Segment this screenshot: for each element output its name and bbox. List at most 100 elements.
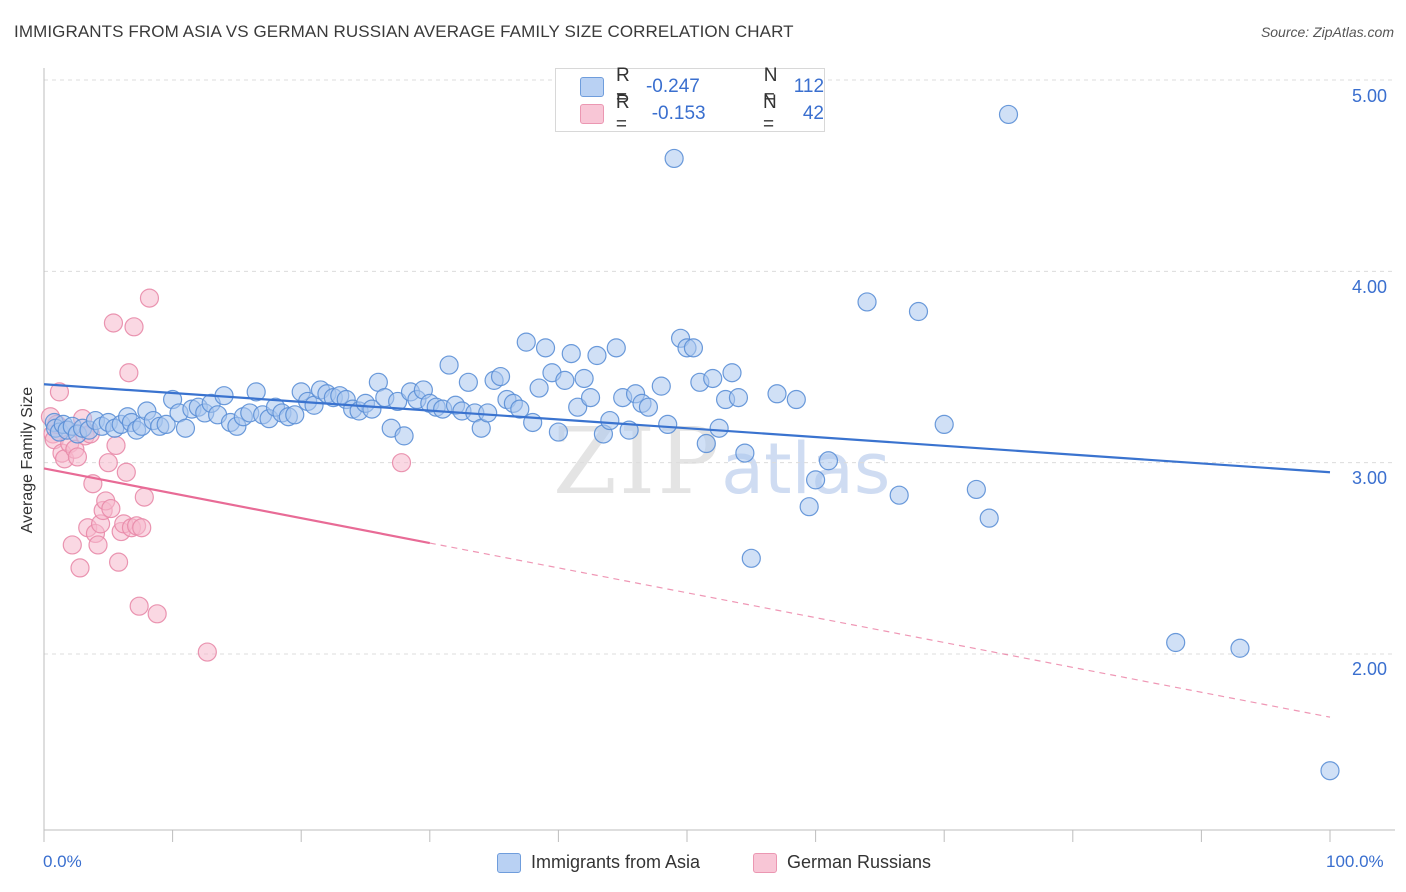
- legend-n-value: 42: [802, 103, 824, 124]
- asia-point: [805, 470, 826, 490]
- german-russian-trend-line: [43, 467, 431, 545]
- asia-point: [394, 426, 414, 446]
- asia-point: [889, 485, 909, 505]
- legend-row-german-russian: R = -0.153 N = 42: [580, 92, 824, 135]
- german-russian-point: [197, 642, 217, 662]
- asia-point: [580, 388, 601, 408]
- asia-point: [388, 391, 408, 412]
- x-tick-label-max: 100.0%: [1326, 852, 1384, 871]
- asia-point: [683, 338, 704, 358]
- german-russian-point: [106, 435, 126, 456]
- y-tick-label-4: 4.00: [1352, 277, 1388, 297]
- series-legend: Immigrants from Asia German Russians: [0, 852, 1406, 878]
- asia-point: [600, 410, 620, 431]
- asia-point: [651, 376, 671, 396]
- watermark-atlas: atlas: [721, 428, 891, 510]
- asia-point: [362, 399, 382, 419]
- asia-point: [696, 433, 716, 454]
- asia-point: [156, 414, 176, 434]
- asia-point: [735, 443, 755, 463]
- german-russian-point: [116, 462, 136, 482]
- y-axis-label: Average Family Size: [19, 386, 36, 534]
- asia-point: [722, 363, 742, 383]
- asia-trend-line: [43, 383, 1331, 474]
- asia-point: [439, 355, 459, 375]
- legend-r-label: R =: [615, 92, 630, 135]
- asia-point: [587, 345, 607, 366]
- y-tick-label-3: 3.00: [1352, 468, 1388, 488]
- german-russian-point: [70, 558, 90, 578]
- asia-point: [966, 479, 986, 500]
- asia-point: [548, 422, 569, 442]
- german-russian-point: [391, 453, 412, 473]
- german-russian-point: [147, 604, 167, 624]
- asia-point: [568, 397, 588, 417]
- german-russian-point: [124, 317, 144, 337]
- asia-point: [786, 389, 806, 410]
- legend-swatch-asia: [580, 77, 604, 97]
- asia-point: [998, 104, 1019, 125]
- legend-item-german-russian: German Russians: [753, 852, 931, 873]
- legend-swatch-asia: [497, 852, 521, 873]
- german-russian-point: [101, 498, 121, 519]
- chart-source: Source: ZipAtlas.com: [1260, 24, 1394, 40]
- asia-point: [767, 384, 787, 404]
- correlation-legend: R = -0.247 N = 112 R = -0.153 N = 42: [555, 65, 825, 135]
- y-tick-label-2: 2.00: [1352, 659, 1388, 679]
- legend-item-asia: Immigrants from Asia: [497, 852, 700, 873]
- german-russian-point: [67, 447, 88, 467]
- asia-point: [458, 372, 478, 392]
- asia-point: [490, 366, 511, 387]
- asia-point: [285, 405, 305, 425]
- asia-point: [799, 497, 819, 517]
- legend-r-value: -0.153: [651, 103, 706, 124]
- asia-point: [555, 370, 575, 390]
- german-russian-point: [139, 288, 160, 308]
- asia-point: [934, 414, 954, 434]
- legend-row-asia: R = -0.247 N = 112: [580, 65, 824, 108]
- asia-point: [175, 418, 196, 438]
- asia-point: [741, 548, 761, 568]
- german-russian-point: [129, 596, 149, 616]
- asia-point: [709, 418, 729, 438]
- asia-point: [535, 338, 556, 358]
- german-russian-point: [62, 535, 82, 555]
- asia-point: [1230, 638, 1250, 658]
- german-russian-point: [103, 313, 124, 333]
- german-russian-point: [134, 487, 154, 507]
- legend-label-german-russian: German Russians: [787, 852, 932, 872]
- legend-n-label: N =: [762, 92, 777, 135]
- asia-point: [908, 301, 929, 322]
- asia-point: [1166, 632, 1186, 653]
- asia-point: [478, 403, 498, 423]
- legend-r-label: R =: [615, 65, 630, 108]
- asia-point: [664, 148, 684, 169]
- legend-label-asia: Immigrants from Asia: [531, 852, 701, 872]
- asia-point: [818, 451, 839, 471]
- legend-r-value: -0.247: [645, 76, 700, 97]
- asia-point: [510, 399, 530, 419]
- legend-swatch-german-russian: [580, 104, 604, 124]
- asia-point: [561, 344, 581, 364]
- x-tick-label-min: 0.0%: [43, 852, 82, 871]
- y-tick-label-5: 5.00: [1352, 86, 1388, 106]
- legend-n-label: N =: [763, 65, 778, 108]
- asia-point: [529, 378, 549, 398]
- asia-point: [728, 388, 749, 408]
- german-russian-point: [88, 535, 108, 555]
- chart-title: IMMIGRANTS FROM ASIA VS GERMAN RUSSIAN A…: [14, 22, 794, 41]
- german-russian-trend-extension: [429, 542, 1331, 718]
- asia-point: [703, 368, 723, 389]
- german-russian-point: [132, 518, 152, 538]
- asia-point: [574, 368, 594, 389]
- german-russian-point: [98, 453, 118, 473]
- legend-swatch-german-russian: [753, 852, 777, 873]
- asia-point: [516, 332, 536, 352]
- german-russian-point: [119, 363, 139, 383]
- asia-point: [606, 338, 626, 358]
- asia-point: [979, 508, 999, 528]
- german-russian-point: [108, 552, 129, 572]
- german-russian-point: [49, 382, 70, 402]
- asia-point: [1320, 761, 1340, 781]
